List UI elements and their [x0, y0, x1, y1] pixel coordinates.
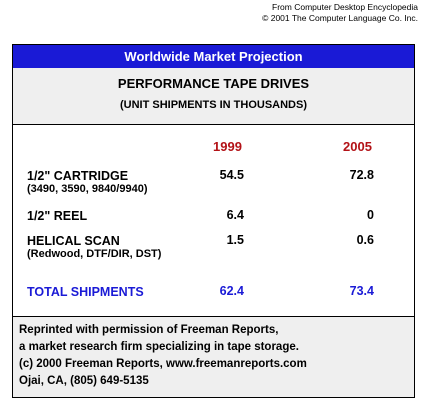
total-label: TOTAL SHIPMENTS — [27, 285, 144, 299]
footer-line: (c) 2000 Freeman Reports, www.freemanrep… — [19, 358, 307, 370]
market-projection-card: Worldwide Market Projection PERFORMANCE … — [12, 44, 415, 398]
total-value-1999: 62.4 — [219, 284, 244, 298]
reel-value-2005: 0 — [367, 208, 374, 222]
subtitle: PERFORMANCE TAPE DRIVES — [117, 76, 310, 91]
row-label-cartridge: 1/2" CARTRIDGE — [27, 169, 129, 183]
helical-value-1999: 1.5 — [226, 233, 244, 247]
column-header-year-1: 1999 — [213, 139, 242, 154]
row-detail-helical-scan: (Redwood, DTF/DIR, DST) — [27, 248, 162, 260]
reel-value-1999: 6.4 — [226, 208, 244, 222]
row-label-helical-scan: HELICAL SCAN — [27, 234, 120, 248]
helical-value-2005: 0.6 — [356, 233, 374, 247]
row-label-reel: 1/2" REEL — [27, 209, 88, 223]
row-detail-cartridge: (3490, 3590, 9840/9940) — [27, 183, 148, 195]
reprint-notice: Reprinted with permission of Freeman Rep… — [13, 316, 414, 397]
footer-line: Ojai, CA, (805) 649-5135 — [19, 375, 149, 387]
units-note: (UNIT SHIPMENTS IN THOUSANDS) — [120, 99, 307, 111]
footer-line: a market research firm specializing in t… — [19, 341, 299, 353]
total-value-2005: 73.4 — [349, 284, 374, 298]
shipments-table: 1999 2005 1/2" CARTRIDGE (3490, 3590, 98… — [13, 125, 414, 316]
page-title: Worldwide Market Projection — [13, 45, 414, 68]
column-header-year-2: 2005 — [343, 139, 372, 154]
footer-line: Reprinted with permission of Freeman Rep… — [19, 324, 279, 336]
cartridge-value-2005: 72.8 — [349, 168, 374, 182]
subtitle-panel: PERFORMANCE TAPE DRIVES (UNIT SHIPMENTS … — [13, 68, 414, 125]
cartridge-value-1999: 54.5 — [219, 168, 244, 182]
copyright-credit: © 2001 The Computer Language Co. Inc. — [262, 13, 418, 23]
source-credit: From Computer Desktop Encyclopedia — [272, 2, 418, 12]
